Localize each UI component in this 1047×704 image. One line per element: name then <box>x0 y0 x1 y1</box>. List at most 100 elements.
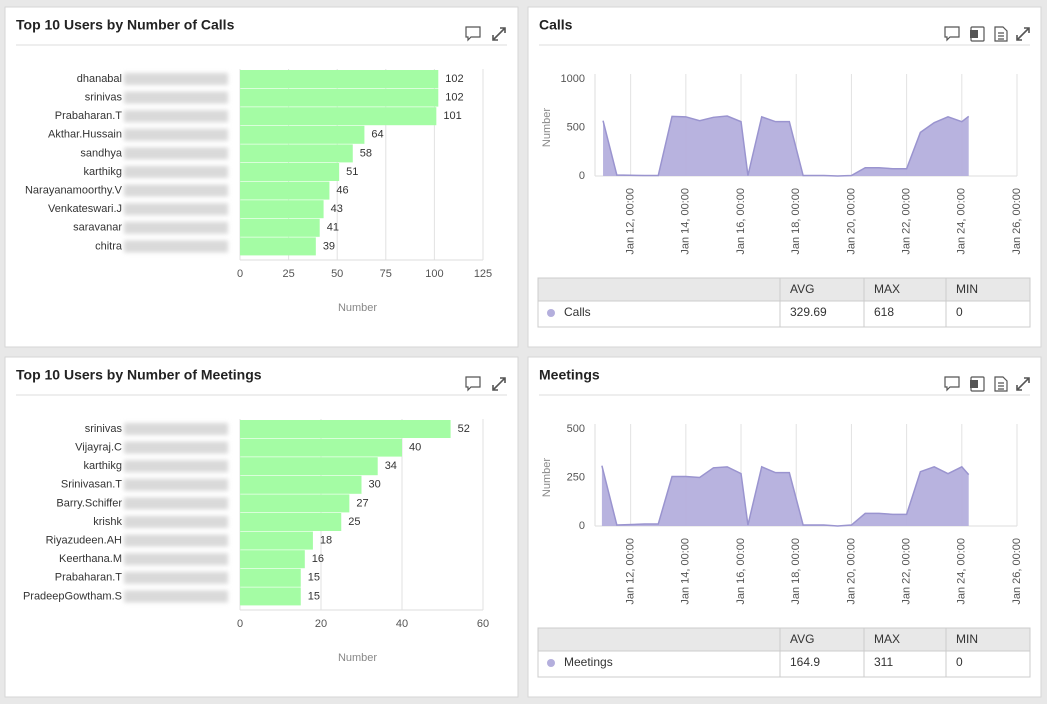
bar <box>240 494 350 513</box>
area-line <box>601 465 970 527</box>
stats-value: 0 <box>956 655 963 669</box>
bar <box>240 475 362 494</box>
category-label: srinivas <box>85 423 123 435</box>
stats-column-header: MAX <box>874 632 900 646</box>
data-label: 101 <box>443 110 461 122</box>
x-tick-label: Jan 12, 00:00 <box>625 538 637 605</box>
pdf-icon[interactable] <box>994 26 1008 42</box>
stats-column-header: MIN <box>956 632 978 646</box>
stats-header <box>537 627 1031 652</box>
bar <box>240 513 342 531</box>
area <box>603 116 969 176</box>
x-tick-label: Jan 16, 00:00 <box>735 188 747 255</box>
category-label: krishk <box>93 516 122 528</box>
redaction-blur <box>124 423 228 435</box>
category-label: karthikg <box>83 166 122 178</box>
y-tick-label: 1000 <box>561 73 585 85</box>
pdf-icon[interactable] <box>994 376 1008 392</box>
comment-shape <box>465 376 481 392</box>
redaction-blur <box>124 478 228 491</box>
legend-label: Meetings <box>564 655 613 669</box>
stats-column-header: AVG <box>790 282 814 296</box>
excel-icon[interactable] <box>970 26 985 42</box>
pdf-shape <box>994 26 1008 42</box>
x-tick-label: Jan 14, 00:00 <box>680 538 692 605</box>
x-tick-label: Jan 14, 00:00 <box>680 188 692 255</box>
stats-header <box>537 277 1031 302</box>
bar <box>240 88 439 107</box>
expand-icon[interactable] <box>492 27 506 41</box>
bar <box>240 438 402 457</box>
data-label: 40 <box>409 442 421 454</box>
y-axis-label: Number <box>541 458 553 497</box>
bar <box>240 163 340 181</box>
bar <box>240 144 353 163</box>
x-tick-label: Jan 22, 00:00 <box>901 538 913 605</box>
redaction-blur <box>124 128 228 141</box>
expand-icon[interactable] <box>1016 27 1030 41</box>
x-tick-label: Jan 16, 00:00 <box>735 538 747 605</box>
data-label: 46 <box>336 185 348 197</box>
legend-dot <box>547 309 555 317</box>
panel-title: Calls <box>539 17 573 33</box>
category-label: Riyazudeen.AH <box>46 535 122 547</box>
comment-icon[interactable] <box>944 376 960 392</box>
comment-icon[interactable] <box>944 26 960 42</box>
expand-icon[interactable] <box>1016 377 1030 391</box>
stats-value: 329.69 <box>790 305 827 319</box>
x-tick-label: Jan 18, 00:00 <box>790 538 802 605</box>
bar <box>240 125 365 144</box>
x-tick-label: 20 <box>315 618 327 630</box>
comment-icon[interactable] <box>465 26 481 42</box>
redaction-blur <box>124 534 228 547</box>
bar <box>240 107 437 126</box>
x-tick-label: Jan 26, 00:00 <box>1011 188 1023 255</box>
category-label: Barry.Schiffer <box>56 497 122 509</box>
category-label: dhanabal <box>77 73 122 85</box>
x-tick-label: 50 <box>331 268 343 280</box>
category-label: Akthar.Hussain <box>48 129 122 141</box>
redaction-blur <box>124 91 228 104</box>
x-tick-label: Jan 26, 00:00 <box>1011 538 1023 605</box>
y-axis-label: Number <box>541 108 553 147</box>
redaction-blur <box>124 571 228 584</box>
comment-shape <box>944 376 960 392</box>
x-tick-label: Jan 18, 00:00 <box>790 188 802 255</box>
excel-icon[interactable] <box>970 376 985 392</box>
legend-label: Calls <box>564 305 591 319</box>
comment-icon[interactable] <box>465 376 481 392</box>
redaction-blur <box>124 441 228 454</box>
x-tick-label: 0 <box>237 618 243 630</box>
redaction-blur <box>124 166 228 178</box>
redaction-blur <box>124 73 228 85</box>
bar <box>240 587 301 606</box>
expand-shape <box>1016 377 1030 391</box>
stats-value: 164.9 <box>790 655 820 669</box>
bar <box>240 568 301 587</box>
data-label: 27 <box>356 497 368 509</box>
category-label: Venkateswari.J <box>48 203 122 215</box>
expand-shape <box>492 377 506 391</box>
bar <box>240 181 330 200</box>
category-label: Srinivasan.T <box>61 479 122 491</box>
redaction-blur <box>124 240 228 253</box>
panel: Top 10 Users by Number of Meetings 0 20 40 6… <box>4 356 519 698</box>
bar <box>240 420 451 438</box>
redaction-blur <box>124 110 228 123</box>
y-tick-label: 500 <box>567 423 585 435</box>
bar <box>240 237 316 256</box>
category-label: Prabaharan.T <box>55 110 123 122</box>
x-axis-label: Number <box>338 302 377 314</box>
data-label: 52 <box>458 423 470 435</box>
expand-shape <box>1016 27 1030 41</box>
x-axis-label: Number <box>338 652 377 664</box>
expand-icon[interactable] <box>492 377 506 391</box>
category-label: PradeepGowtham.S <box>23 590 122 602</box>
area-line <box>602 115 970 177</box>
x-tick-label: 60 <box>477 618 489 630</box>
x-tick-label: 100 <box>425 268 443 280</box>
x-tick-label: 125 <box>474 268 492 280</box>
x-tick-label: Jan 20, 00:00 <box>845 188 857 255</box>
x-tick-label: Jan 24, 00:00 <box>956 538 968 605</box>
